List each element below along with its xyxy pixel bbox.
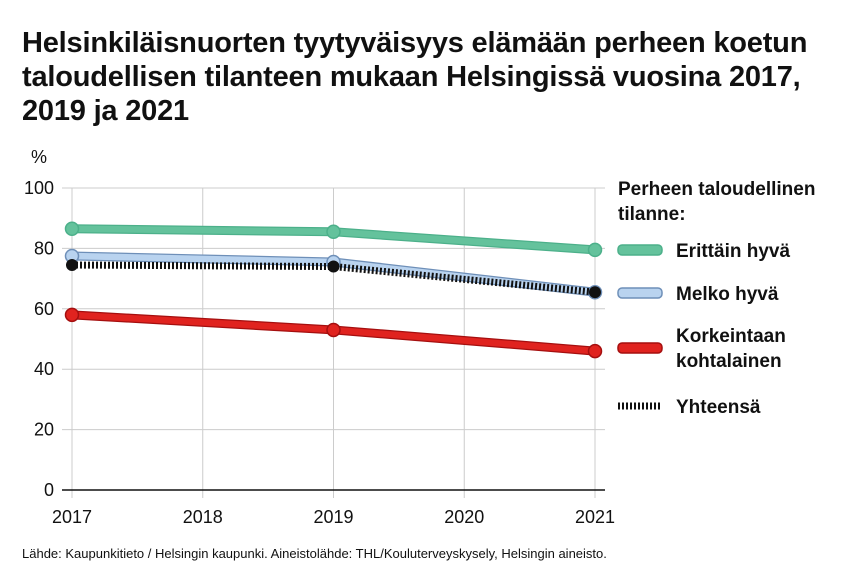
legend-title: Perheen taloudellinen [618, 179, 815, 200]
data-point [587, 242, 603, 258]
axes: 0 20 40 60 80 100 2017 2018 2019 2020 2021 [24, 178, 615, 527]
legend-swatch [617, 342, 663, 354]
series-2 [64, 307, 603, 359]
data-point [327, 260, 340, 273]
data-point [326, 224, 341, 240]
data-point [587, 343, 603, 359]
data-point [64, 307, 80, 323]
x-tick-label: 2020 [444, 507, 484, 527]
legend-label: Erittäin hyvä [676, 241, 790, 262]
y-tick-label: 80 [34, 238, 54, 258]
source-note: Lähde: Kaupunkitieto / Helsingin kaupunk… [22, 546, 607, 561]
y-tick-label: 0 [44, 480, 54, 500]
legend-label: kohtalainen [676, 351, 782, 372]
x-tick-label: 2019 [313, 507, 353, 527]
data-point [64, 221, 80, 237]
x-tick-label: 2017 [52, 507, 92, 527]
y-tick-label: 60 [34, 299, 54, 319]
y-tick-label: 100 [24, 178, 54, 198]
legend-label: Korkeintaan [676, 326, 786, 347]
x-tick-label: 2018 [183, 507, 223, 527]
legend-title: tilanne: [618, 204, 686, 225]
legend-swatch [617, 287, 663, 299]
x-tick-label: 2021 [575, 507, 615, 527]
y-tick-label: 20 [34, 420, 54, 440]
series-0 [64, 221, 603, 258]
y-axis-label: % [31, 147, 47, 167]
data-point [66, 259, 78, 272]
legend-label: Melko hyvä [676, 284, 779, 305]
series-lines [64, 221, 603, 359]
legend-label: Yhteensä [676, 397, 761, 418]
y-tick-label: 40 [34, 359, 54, 379]
legend: Perheen taloudellinen tilanne: Erittäin hy… [617, 179, 815, 418]
legend-swatch [617, 244, 663, 256]
chart-title: Helsinkiläisnuorten tyytyväisyys elämään… [22, 27, 808, 127]
data-point [589, 286, 601, 299]
series-3 [66, 259, 601, 299]
data-point [326, 322, 341, 338]
